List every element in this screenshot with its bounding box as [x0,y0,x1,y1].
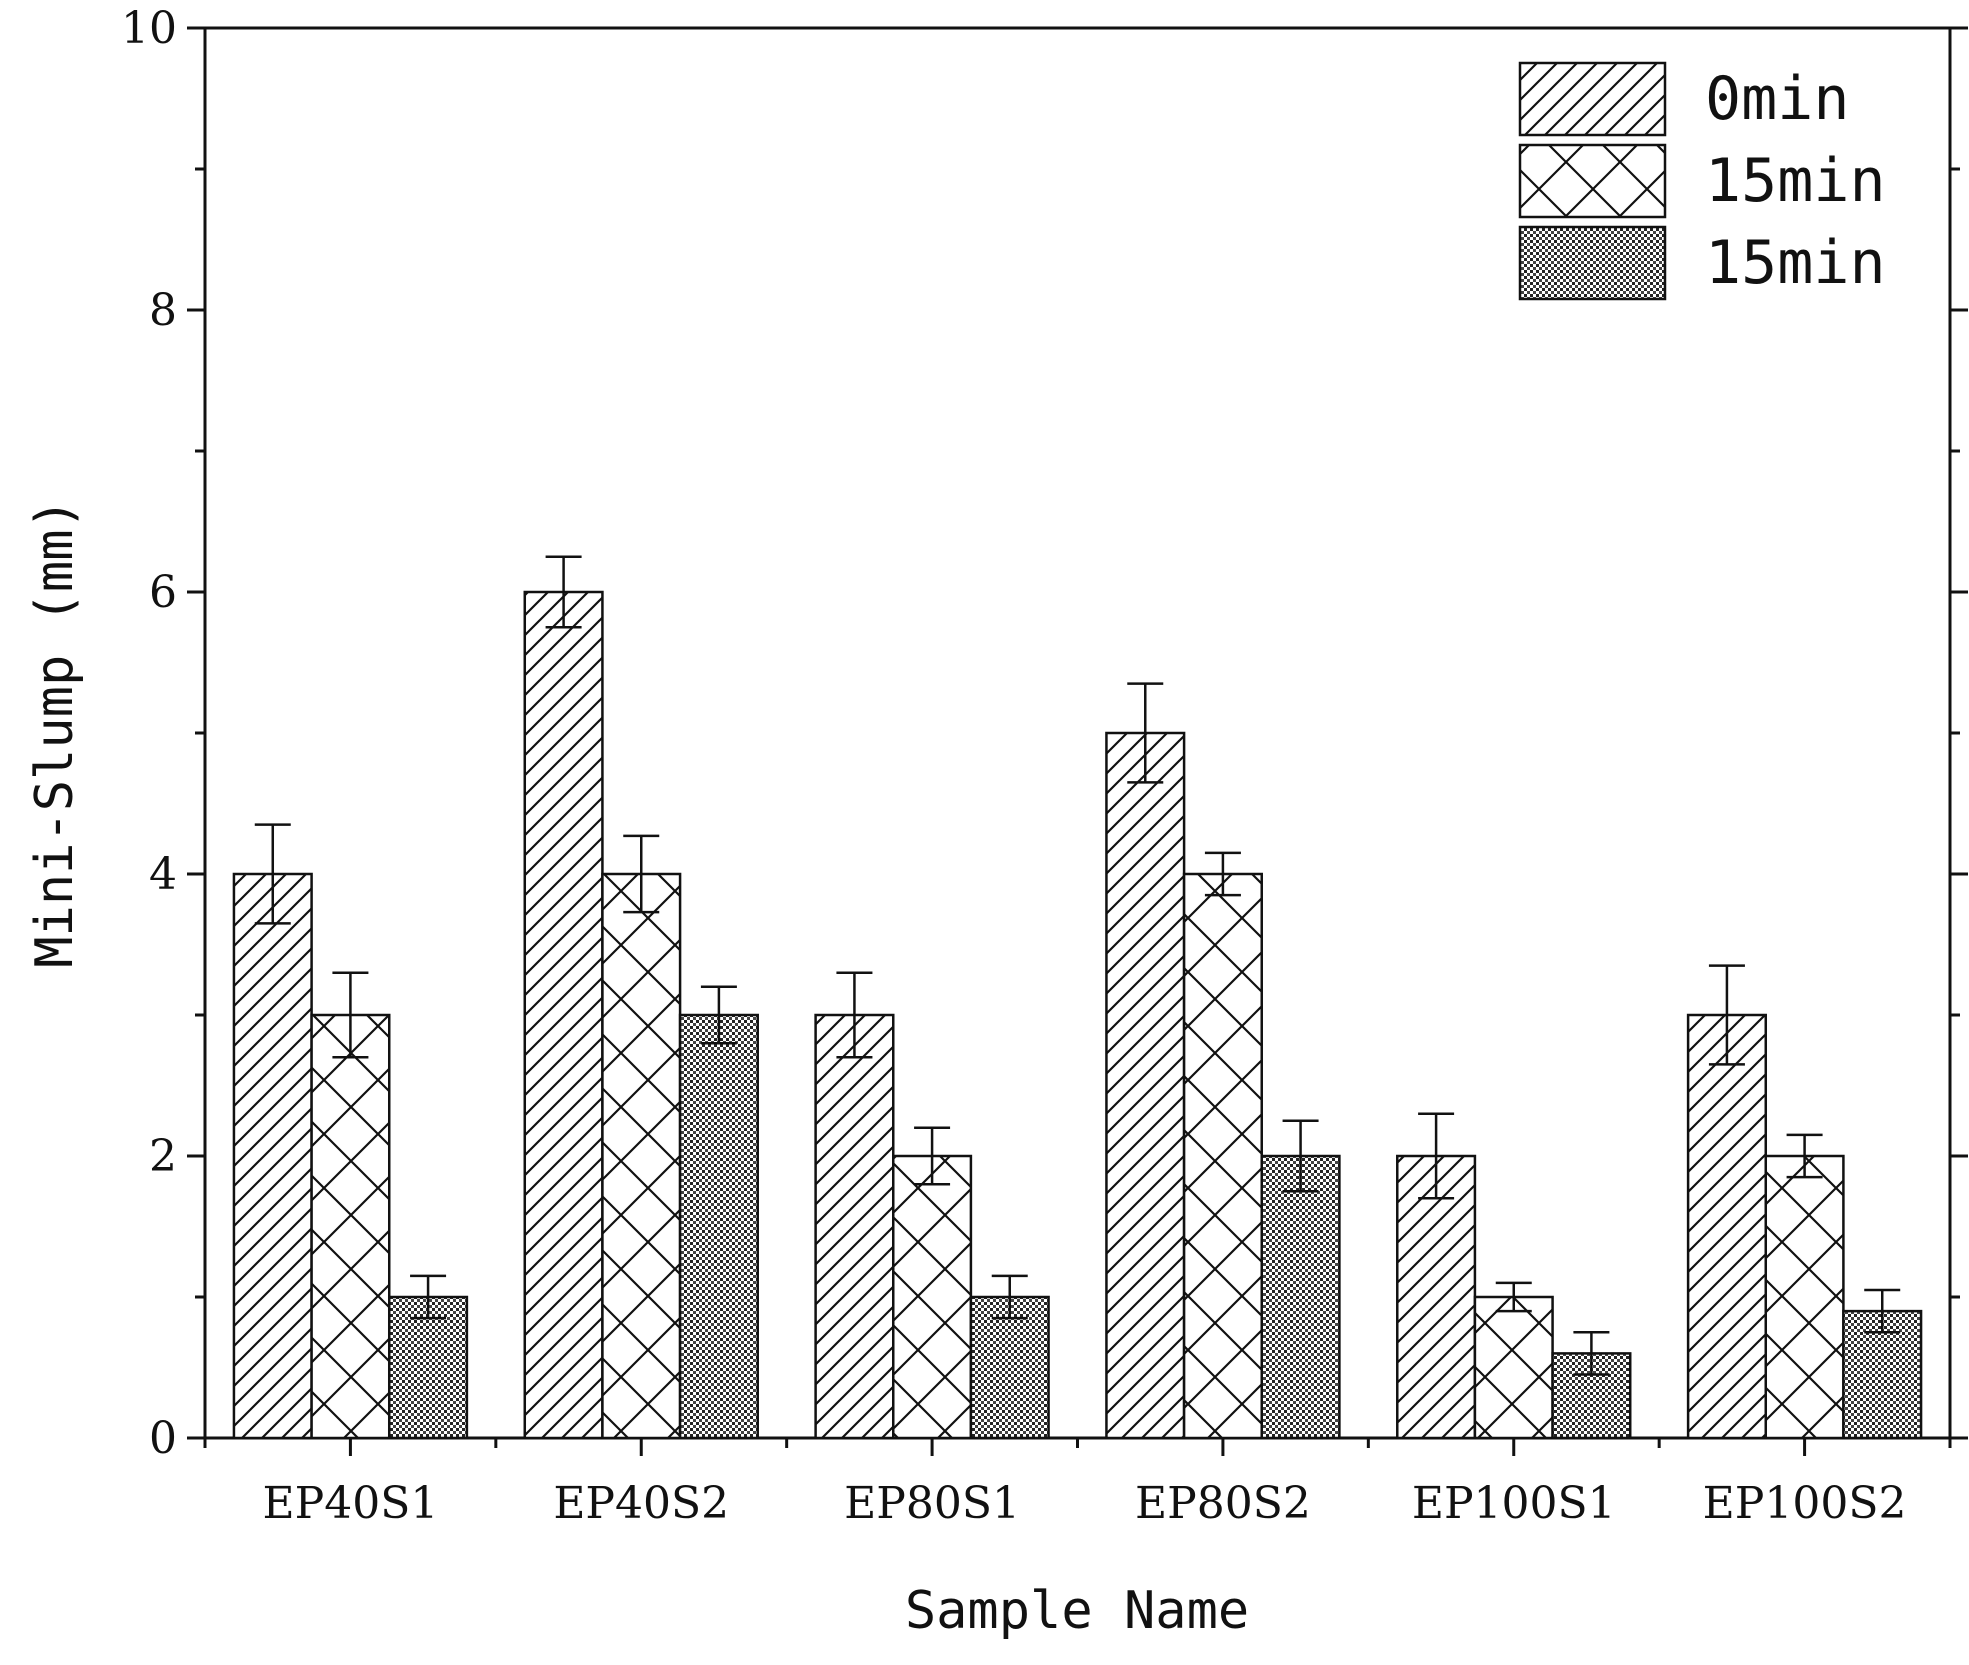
bar-EP80S1-series-1 [814,1013,895,1440]
legend-swatch-1 [1518,61,1667,137]
y-tick-label: 6 [149,567,177,618]
y-tick-label: 2 [149,1131,177,1182]
bar-EP40S2-series-2 [601,872,682,1440]
bar-EP80S2-series-3 [1260,1154,1341,1440]
bar-groups [232,590,1923,1440]
bar-EP80S2-series-1 [1105,731,1186,1440]
bar-EP100S1-series-1 [1396,1154,1477,1440]
legend-label-3: 15min [1705,228,1886,298]
legend-swatch-3 [1518,225,1667,301]
y-tick-label: 4 [149,849,177,900]
bar-EP40S2-series-3 [678,1013,759,1440]
y-axis-title: Mini-Slump (mm) [25,498,85,968]
y-tick-label: 0 [149,1413,177,1464]
bar-EP40S1-series-1 [232,872,313,1440]
y-tick-label: 8 [149,285,177,336]
bar-EP40S1-series-3 [387,1295,469,1440]
bar-EP80S1-series-3 [969,1295,1050,1440]
x-tick-label: EP80S2 [1135,1478,1311,1529]
bar-EP100S1-series-2 [1473,1295,1554,1440]
y-tick-label: 10 [121,3,177,54]
legend-label-2: 15min [1705,146,1886,216]
x-tick-label: EP40S1 [262,1478,438,1529]
legend-label-1: 0min [1705,64,1850,134]
legend-swatch-2 [1518,143,1667,219]
bar-EP40S1-series-2 [310,1013,391,1440]
error-bars [254,555,1901,1376]
x-tick-label: EP100S2 [1703,1478,1907,1529]
x-axis-title: Sample Name [905,1581,1249,1641]
bar-EP80S1-series-2 [892,1154,973,1440]
legend: 0min 15min 15min [1518,61,1886,301]
bar-EP100S2-series-2 [1764,1154,1845,1440]
y-axis: 0 2 4 6 8 10 [121,3,1968,1464]
x-axis: EP40S1 EP40S2 EP80S1 EP80S2 EP100S1 EP100S2 [203,1438,1952,1529]
x-tick-label: EP80S1 [844,1478,1020,1529]
bar-EP40S2-series-1 [523,590,604,1440]
bar-EP100S2-series-1 [1686,1013,1768,1440]
x-tick-label: EP100S1 [1412,1478,1616,1529]
x-tick-label: EP40S2 [553,1478,729,1529]
bar-EP80S2-series-2 [1182,872,1263,1440]
